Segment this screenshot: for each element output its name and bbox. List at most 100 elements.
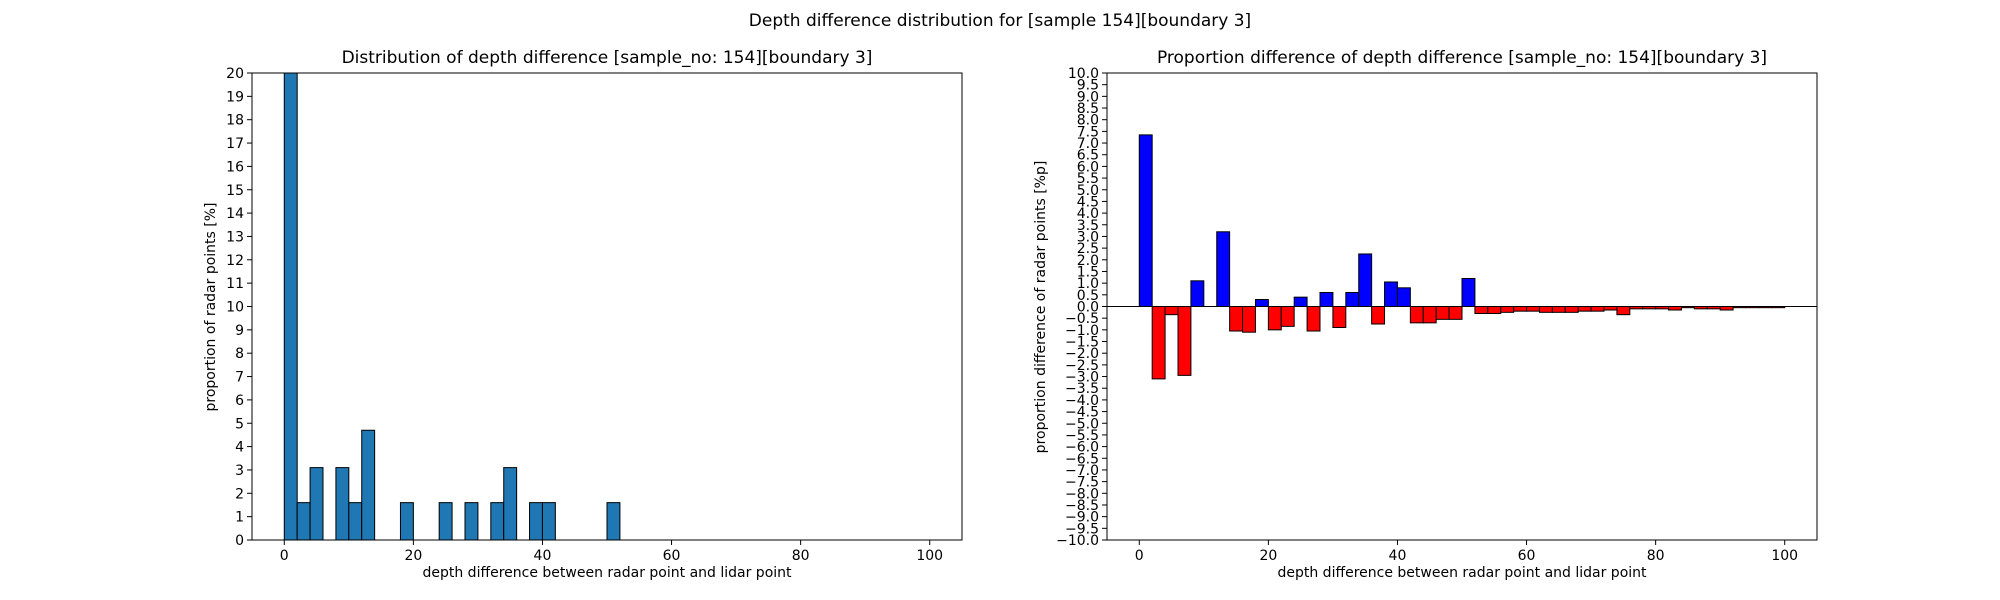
chart-right-xtick-label-4: 80 — [1647, 548, 1665, 564]
chart-right-x-axis: 0 20 40 60 80 100 — [1135, 540, 1798, 564]
chart-left-bars — [283, 72, 621, 541]
chart-right-ytick-label-24: 2.0 — [1077, 253, 1099, 269]
chart-right-ytick-label-8: −6.0 — [1065, 440, 1099, 456]
chart-right-bar-3 — [1177, 306, 1192, 376]
chart-left-bar-11 — [529, 502, 543, 541]
chart-left-ytick-label-16: 16 — [226, 159, 244, 175]
chart-right-bar-20 — [1396, 287, 1411, 308]
chart-left-ytick-label-13: 13 — [226, 229, 244, 245]
chart-right-bars — [1107, 134, 1817, 380]
chart-right-ytick-label-39: 9.5 — [1077, 78, 1099, 94]
chart-left-ytick-label-17: 17 — [226, 136, 244, 152]
chart-right-bar-15 — [1332, 306, 1347, 329]
chart-right-bar-29 — [1513, 306, 1528, 312]
chart-right-ytick-label-16: −2.0 — [1065, 346, 1099, 362]
chart-right: Proportion difference of depth differenc… — [1033, 48, 1818, 581]
chart-left-ytick-label-6: 6 — [235, 393, 244, 409]
chart-right-ytick-label-0: −10.0 — [1056, 533, 1099, 549]
chart-left-xtick-label-5: 100 — [916, 548, 943, 564]
chart-right-ytick-label-5: −7.5 — [1065, 475, 1099, 491]
chart-right-bar-34 — [1577, 306, 1592, 312]
chart-left-bar-9 — [490, 502, 505, 541]
chart-right-ytick-label-26: 3.0 — [1077, 229, 1099, 245]
chart-right-bar-12 — [1293, 296, 1308, 308]
chart-right-ytick-label-40: 10.0 — [1068, 66, 1099, 82]
chart-right-ytick-label-36: 8.0 — [1077, 113, 1099, 129]
chart-left-ylabel: proportion of radar points [%] — [203, 202, 219, 411]
chart-right-bar-41 — [1668, 306, 1682, 311]
chart-right-ytick-label-1: −9.5 — [1065, 521, 1099, 537]
chart-right-ytick-label-20: 0.0 — [1077, 300, 1099, 316]
chart-left-bar-12 — [541, 502, 556, 541]
chart-left-bar-4 — [348, 502, 363, 541]
chart-left-xtick-label-2: 40 — [534, 548, 552, 564]
chart-left-bar-5 — [361, 429, 376, 541]
chart-left-x-axis: 0 20 40 60 80 100 — [280, 540, 943, 564]
chart-right-xtick-label-0: 0 — [1135, 548, 1144, 564]
chart-left: Distribution of depth difference [sample… — [203, 48, 963, 581]
chart-right-bar-9 — [1254, 298, 1269, 307]
chart-right-ytick-label-35: 7.5 — [1077, 124, 1099, 140]
chart-left-bar-8 — [464, 502, 479, 541]
chart-left-title: Distribution of depth difference [sample… — [342, 48, 873, 68]
chart-left-ytick-label-9: 9 — [235, 323, 244, 339]
chart-left-ytick-label-18: 18 — [226, 113, 244, 129]
chart-right-bar-17 — [1358, 253, 1373, 307]
chart-left-frame — [251, 72, 963, 541]
chart-right-ytick-label-14: −3.0 — [1065, 370, 1099, 386]
chart-right-bar-32 — [1551, 306, 1566, 313]
chart-right-bar-10 — [1267, 306, 1282, 331]
chart-right-ytick-label-31: 5.5 — [1077, 171, 1099, 187]
chart-left-ytick-label-1: 1 — [235, 510, 244, 526]
chart-right-ytick-label-10: −5.0 — [1065, 416, 1099, 432]
chart-right-ytick-label-13: −3.5 — [1065, 381, 1099, 397]
chart-right-bar-37 — [1616, 306, 1631, 316]
chart-right-bar-19 — [1384, 281, 1398, 308]
chart-left-ytick-label-3: 3 — [235, 463, 244, 479]
chart-right-ytick-label-33: 6.5 — [1077, 148, 1099, 164]
chart-left-bar-1 — [296, 502, 311, 541]
chart-right-ytick-label-12: −4.0 — [1065, 393, 1099, 409]
chart-right-ytick-label-38: 9.0 — [1077, 89, 1099, 105]
chart-left-ytick-label-0: 0 — [235, 533, 244, 549]
chart-right-bar-21 — [1409, 306, 1424, 324]
chart-right-bar-14 — [1319, 291, 1334, 307]
chart-right-bar-31 — [1538, 306, 1553, 313]
chart-right-ytick-label-29: 4.5 — [1077, 194, 1099, 210]
chart-right-y-axis: −10.0−9.5−9.0−8.5−8.0−7.5−7.0−6.5−6.0−5.… — [1056, 66, 1107, 549]
chart-left-ytick-label-19: 19 — [226, 89, 244, 105]
chart-right-bar-25 — [1461, 277, 1476, 308]
chart-left-ytick-label-11: 11 — [226, 276, 244, 292]
chart-left-xtick-label-3: 60 — [663, 548, 681, 564]
chart-right-bar-23 — [1435, 306, 1450, 320]
chart-right-xlabel: depth difference between radar point and… — [1277, 565, 1647, 581]
chart-right-ytick-label-19: −0.5 — [1065, 311, 1099, 327]
chart-right-xtick-label-2: 40 — [1389, 548, 1407, 564]
chart-right-xtick-label-5: 100 — [1771, 548, 1798, 564]
chart-left-bar-10 — [503, 467, 518, 541]
chart-right-ytick-label-21: 0.5 — [1077, 288, 1099, 304]
chart-right-bar-24 — [1448, 306, 1463, 320]
chart-left-bar-7 — [438, 502, 453, 541]
chart-left-bar-0 — [283, 72, 298, 541]
chart-left-xtick-label-1: 20 — [404, 548, 422, 564]
chart-left-ytick-label-7: 7 — [235, 370, 244, 386]
chart-right-bar-22 — [1422, 306, 1437, 324]
chart-right-ytick-label-3: −8.5 — [1065, 498, 1099, 514]
chart-left-bar-3 — [335, 467, 350, 541]
chart-left-ytick-label-5: 5 — [235, 416, 244, 432]
chart-right-ytick-label-34: 7.0 — [1077, 136, 1099, 152]
chart-left-xtick-label-4: 80 — [792, 548, 810, 564]
chart-right-bar-0 — [1138, 134, 1153, 307]
chart-left-ytick-label-14: 14 — [226, 206, 244, 222]
chart-right-ytick-label-7: −6.5 — [1065, 451, 1099, 467]
chart-right-bar-13 — [1306, 306, 1321, 332]
chart-right-bar-11 — [1280, 306, 1295, 327]
chart-right-ytick-label-2: −9.0 — [1065, 510, 1099, 526]
chart-right-ytick-label-22: 1.0 — [1077, 276, 1099, 292]
chart-left-ytick-label-10: 10 — [226, 300, 244, 316]
chart-left-ytick-label-15: 15 — [226, 183, 244, 199]
chart-right-ytick-label-32: 6.0 — [1077, 159, 1099, 175]
chart-left-ytick-label-12: 12 — [226, 253, 244, 269]
